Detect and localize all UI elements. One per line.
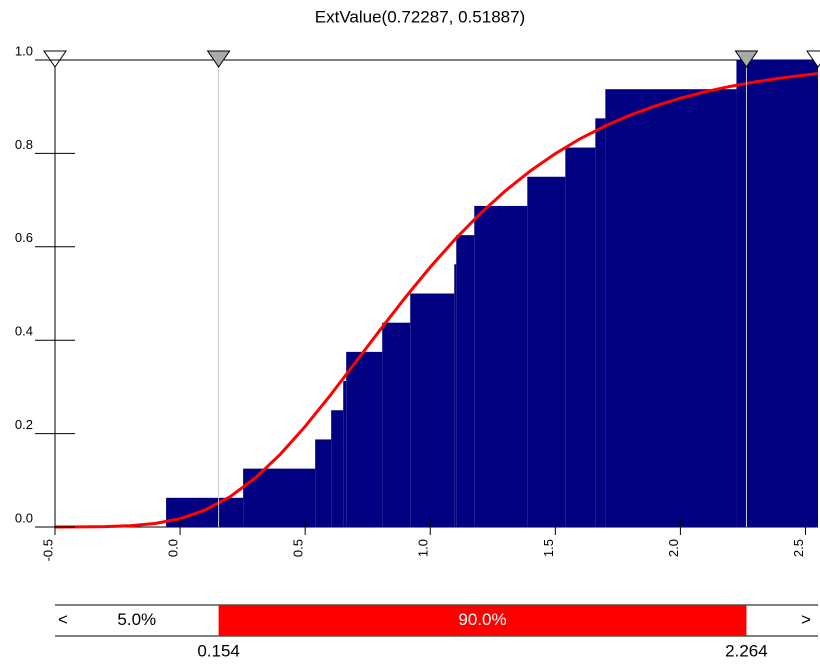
- mid-prob: 90.0%: [458, 610, 506, 629]
- left-prob: 5.0%: [117, 610, 156, 629]
- end-handle: [43, 50, 67, 68]
- delimiter-handle: [206, 50, 231, 68]
- step-bar: [595, 118, 606, 527]
- x-tick-label: 2.5: [791, 539, 806, 557]
- prob-band: [218, 605, 747, 636]
- step-bar: [454, 264, 457, 527]
- y-tick-label: 0.2: [15, 417, 33, 432]
- step-bar: [474, 205, 528, 527]
- step-bar: [565, 147, 596, 527]
- left-arrow: <: [58, 610, 68, 629]
- step-bar: [166, 497, 244, 527]
- x-tick-label: 2.0: [666, 539, 681, 557]
- step-bar: [410, 293, 455, 527]
- x-tick-label: 0.5: [291, 539, 306, 557]
- y-tick-label: 1.0: [15, 43, 33, 58]
- chart-title: ExtValue(0.72287, 0.51887): [315, 7, 525, 26]
- step-bar: [605, 89, 737, 527]
- y-tick-label: 0.8: [15, 137, 33, 152]
- delimiter-handle: [734, 50, 759, 68]
- y-tick-label: 0.0: [15, 510, 33, 525]
- x-tick-label: 1.5: [541, 539, 556, 557]
- delimiter-label: 0.154: [197, 641, 240, 660]
- step-bar: [315, 439, 332, 527]
- step-bar: [456, 235, 475, 527]
- right-arrow: >: [801, 610, 811, 629]
- y-tick-label: 0.4: [15, 324, 33, 339]
- y-tick-label: 0.6: [15, 230, 33, 245]
- step-bar: [527, 176, 566, 527]
- fit-curve: [55, 72, 818, 529]
- step-bar: [382, 322, 411, 527]
- x-tick-label: 1.0: [416, 539, 431, 557]
- step-bar: [343, 381, 347, 527]
- x-tick-label: 0.0: [166, 539, 181, 557]
- delimiter-label: 2.264: [725, 641, 768, 660]
- step-bar: [346, 351, 383, 527]
- step-bar: [736, 60, 818, 527]
- x-tick-label: -0.5: [40, 539, 55, 561]
- step-bar: [331, 410, 344, 527]
- end-handle: [806, 50, 820, 68]
